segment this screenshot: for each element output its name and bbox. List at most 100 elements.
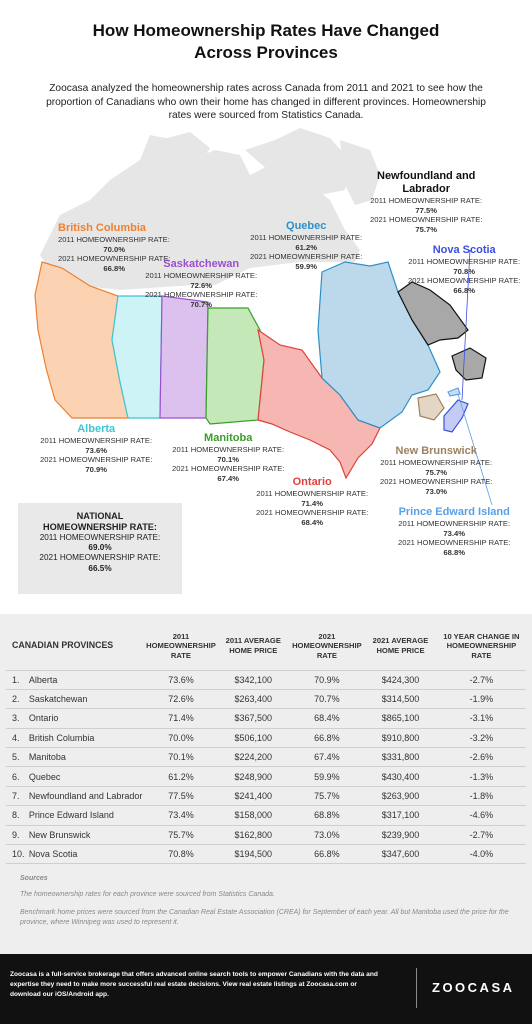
rate-2021: 68.8% bbox=[289, 805, 365, 826]
price-2011: $158,000 bbox=[216, 805, 290, 826]
change-10yr: -2.7% bbox=[436, 824, 526, 845]
quebec-2011-value: 61.2% bbox=[295, 242, 317, 252]
rate-2021: 66.8% bbox=[289, 844, 365, 865]
national-2021-value: 66.5% bbox=[88, 563, 112, 573]
pei-leader-line bbox=[457, 393, 493, 506]
arctic-island-3-shape bbox=[160, 132, 210, 165]
nova-scotia-2011-value: 70.8% bbox=[453, 266, 475, 276]
ontario-2011-value: 71.4% bbox=[301, 498, 323, 508]
change-10yr: -1.9% bbox=[436, 688, 526, 709]
british-columbia-2021-value: 66.8% bbox=[103, 263, 125, 273]
nova-scotia-2011-label: 2011 HOMEOWNERSHIP RATE: bbox=[408, 257, 521, 266]
prince-edward-island-name: Prince Edward Island bbox=[398, 506, 510, 518]
rate-2021: 67.4% bbox=[289, 747, 365, 767]
province-name: Manitoba bbox=[28, 747, 145, 767]
rate-2021: 73.0% bbox=[289, 824, 365, 845]
alberta-2011-value: 73.6% bbox=[85, 445, 107, 455]
table-row: 8. Prince Edward Island 73.4% $158,000 68.8%… bbox=[6, 805, 526, 826]
british-columbia-2011-value: 70.0% bbox=[103, 244, 125, 254]
prince-edward-island-2011-value: 73.4% bbox=[443, 528, 465, 538]
prince-edward-island-2021-label: 2021 HOMEOWNERSHIP RATE: bbox=[398, 538, 511, 547]
header-provinces: CANADIAN PROVINCES bbox=[12, 640, 114, 650]
table-row: 6. Quebec 61.2% $248,900 59.9% $430,400 -1.3% bbox=[6, 766, 526, 787]
alberta-2011-label: 2011 HOMEOWNERSHIP RATE: bbox=[40, 436, 153, 445]
province-name: Prince Edward Island bbox=[28, 805, 145, 826]
label-alberta: Alberta 2011 HOMEOWNERSHIP RATE: 73.6% 2… bbox=[40, 423, 152, 474]
change-10yr: -4.6% bbox=[436, 805, 526, 826]
header-2021-rate: 2021 HOMEOWNERSHIP RATE bbox=[292, 631, 362, 660]
rate-2011: 70.1% bbox=[144, 747, 217, 767]
row-number: 8. bbox=[6, 805, 29, 826]
sources-section: Sources The homeownership rates for each… bbox=[20, 874, 520, 936]
province-name: Nova Scotia bbox=[28, 844, 145, 865]
quebec-2021-label: 2021 HOMEOWNERSHIP RATE: bbox=[250, 252, 363, 261]
newfoundland-labrador-2021-label: 2021 HOMEOWNERSHIP RATE: bbox=[370, 215, 483, 224]
alberta-2021-label: 2021 HOMEOWNERSHIP RATE: bbox=[40, 455, 153, 464]
label-british-columbia: British Columbia 2011 HOMEOWNERSHIP RATE… bbox=[58, 222, 170, 273]
new-brunswick-2011-value: 75.7% bbox=[425, 467, 447, 477]
change-10yr: -3.2% bbox=[436, 727, 526, 748]
newfoundland-labrador-2011-value: 77.5% bbox=[415, 205, 437, 215]
intro-text: Zoocasa analyzed the homeownership rates… bbox=[46, 83, 486, 121]
header-2011-rate: 2011 HOMEOWNERSHIP RATE bbox=[146, 631, 216, 660]
saskatchewan-shape bbox=[159, 295, 209, 419]
rate-2021: 66.8% bbox=[289, 727, 365, 748]
change-10yr: -4.0% bbox=[436, 844, 526, 865]
price-2021: $910,800 bbox=[364, 727, 437, 748]
table-row: 3. Ontario 71.4% $367,500 68.4% $865,100 -3.1% bbox=[6, 708, 526, 729]
table-row: 1. Alberta 73.6% $342,100 70.9% $424,300 -2.7% bbox=[6, 669, 526, 690]
province-table-section: CANADIAN PROVINCES 2011 HOMEOWNERSHIP RA… bbox=[0, 614, 532, 954]
label-quebec: Quebec 2011 HOMEOWNERSHIP RATE: 61.2% 20… bbox=[250, 220, 362, 271]
price-2021: $347,600 bbox=[364, 844, 437, 865]
ontario-shape bbox=[257, 328, 381, 480]
saskatchewan-2021-value: 70.7% bbox=[190, 299, 212, 309]
province-name: Ontario bbox=[28, 708, 145, 729]
price-2021: $331,800 bbox=[364, 747, 437, 767]
ontario-2021-label: 2021 HOMEOWNERSHIP RATE: bbox=[256, 508, 369, 517]
alberta-name: Alberta bbox=[77, 423, 116, 435]
new-brunswick-2021-value: 73.0% bbox=[425, 486, 447, 496]
newfoundland-labrador-2011-label: 2011 HOMEOWNERSHIP RATE: bbox=[370, 196, 483, 205]
table-row: 2. Saskatchewan 72.6% $263,400 70.7% $314,500… bbox=[6, 688, 526, 709]
province-name: Alberta bbox=[28, 669, 145, 690]
manitoba-shape bbox=[205, 307, 265, 425]
label-saskatchewan: Saskatchewan 2011 HOMEOWNERSHIP RATE: 72… bbox=[145, 258, 257, 309]
sources-heading: Sources bbox=[20, 875, 48, 882]
manitoba-2011-value: 70.1% bbox=[217, 454, 239, 464]
price-2021: $317,100 bbox=[364, 805, 437, 826]
national-rate-box: NATIONAL HOMEOWNERSHIP RATE: 2011 HOMEOW… bbox=[18, 503, 182, 594]
saskatchewan-2021-label: 2021 HOMEOWNERSHIP RATE: bbox=[145, 290, 258, 299]
manitoba-2021-label: 2021 HOMEOWNERSHIP RATE: bbox=[172, 464, 285, 473]
national-2011-value: 69.0% bbox=[88, 543, 112, 553]
new-brunswick-2011-label: 2011 HOMEOWNERSHIP RATE: bbox=[380, 458, 493, 467]
price-2021: $865,100 bbox=[364, 708, 437, 729]
arctic-island-1-shape bbox=[245, 128, 350, 195]
price-2021: $314,500 bbox=[364, 688, 437, 709]
british-columbia-2011-label: 2011 HOMEOWNERSHIP RATE: bbox=[58, 235, 170, 244]
saskatchewan-2011-label: 2011 HOMEOWNERSHIP RATE: bbox=[145, 271, 258, 280]
quebec-2021-value: 59.9% bbox=[295, 261, 317, 271]
table-header-row: CANADIAN PROVINCES 2011 HOMEOWNERSHIP RA… bbox=[6, 622, 526, 670]
table-row: 10. Nova Scotia 70.8% $194,500 66.8% $347,600… bbox=[6, 844, 526, 865]
arctic-island-2-shape bbox=[340, 140, 380, 205]
national-title-line-2: HOMEOWNERSHIP RATE: bbox=[43, 522, 157, 532]
nova-scotia-2021-value: 66.8% bbox=[453, 285, 475, 295]
price-2011: $162,800 bbox=[216, 824, 290, 845]
province-name: Quebec bbox=[28, 766, 145, 787]
province-name: Newfoundland and Labrador bbox=[28, 785, 145, 806]
newfoundland-labrador-name-line-1: Newfoundland and bbox=[377, 170, 476, 182]
label-prince-edward-island: Prince Edward Island 2011 HOMEOWNERSHIP … bbox=[398, 506, 510, 557]
price-2011: $342,100 bbox=[216, 669, 290, 690]
ontario-2011-label: 2011 HOMEOWNERSHIP RATE: bbox=[256, 489, 369, 498]
quebec-name: Quebec bbox=[286, 220, 327, 232]
row-number: 7. bbox=[6, 785, 29, 806]
label-ontario: Ontario 2011 HOMEOWNERSHIP RATE: 71.4% 2… bbox=[256, 476, 368, 527]
rate-2011: 71.4% bbox=[144, 708, 217, 729]
newfoundland-labrador-shape bbox=[397, 281, 469, 346]
manitoba-2011-label: 2011 HOMEOWNERSHIP RATE: bbox=[172, 445, 285, 454]
footer: Zoocasa is a full-service brokerage that… bbox=[0, 954, 532, 1024]
price-2021: $424,300 bbox=[364, 669, 437, 690]
manitoba-2021-value: 67.4% bbox=[217, 473, 239, 483]
row-number: 6. bbox=[6, 766, 29, 787]
change-10yr: -3.1% bbox=[436, 708, 526, 729]
